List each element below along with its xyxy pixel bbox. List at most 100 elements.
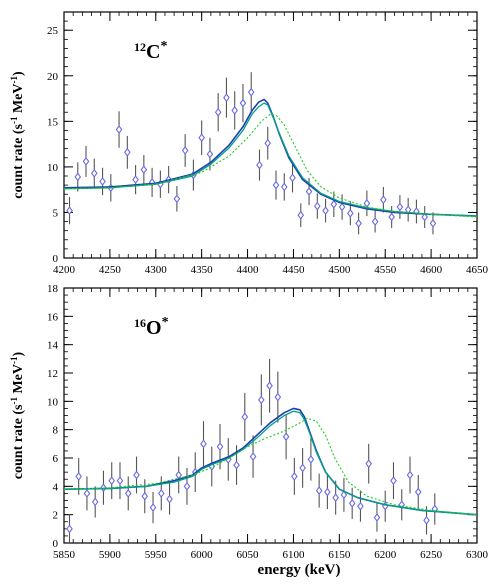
x-tick-label: 4550 (374, 264, 397, 276)
isotope-mass-number: 16 (134, 316, 146, 330)
x-tick-label: 4650 (466, 264, 489, 276)
fit-curve-0 (64, 98, 477, 217)
data-point (307, 454, 315, 464)
isotope-symbol: C (146, 41, 160, 63)
data-point (421, 212, 428, 222)
data-point (258, 395, 265, 405)
data-point (66, 206, 73, 216)
data-point (133, 470, 140, 480)
data-point (183, 481, 191, 491)
data-point (256, 160, 263, 170)
data-point (322, 206, 329, 216)
fit-curve-2 (64, 113, 477, 218)
fit-curve-1 (64, 410, 477, 516)
x-tick-label: 5950 (145, 549, 168, 561)
data-point (173, 194, 181, 204)
y-tick-label: 15 (47, 116, 59, 128)
data-point (91, 497, 99, 507)
data-point (141, 491, 149, 501)
data-point (340, 490, 348, 500)
data-point (396, 202, 404, 212)
data-point (74, 172, 82, 182)
data-point (373, 513, 381, 522)
data-point (166, 494, 173, 504)
y-axis-label-part: MeV (11, 83, 26, 116)
isotope-excited-star: * (162, 315, 169, 330)
data-point (124, 147, 131, 157)
data-point (291, 471, 298, 481)
data-point (100, 483, 107, 493)
x-tick-label: 6300 (466, 549, 489, 561)
data-point (200, 439, 207, 449)
data-point (388, 212, 395, 222)
data-point (365, 459, 372, 469)
data-point (239, 98, 247, 108)
y-tick-label: 4 (53, 481, 59, 493)
y-tick-label: 0 (53, 538, 59, 550)
y-tick-label: 25 (47, 25, 59, 37)
data-point (82, 156, 90, 166)
y-tick-label: 6 (53, 453, 59, 465)
data-point (282, 432, 290, 442)
y-tick-label: 10 (47, 396, 59, 408)
data-point (214, 107, 222, 117)
data-point (198, 133, 205, 143)
plot-frame (63, 287, 478, 544)
data-point (357, 501, 364, 511)
y-tick-label: 5 (53, 207, 59, 219)
y-tick-label: 8 (53, 425, 59, 437)
data-point (233, 460, 240, 470)
data-point (289, 173, 296, 183)
data-point (266, 381, 273, 391)
x-tick-label: 4300 (145, 264, 168, 276)
data-point (324, 487, 331, 497)
data-point (315, 486, 323, 496)
data-point (330, 199, 338, 209)
data-point (371, 217, 379, 226)
y-tick-label: 16 (47, 311, 59, 323)
data-point (347, 208, 354, 218)
data-point (423, 515, 430, 525)
data-point (115, 125, 123, 134)
data-point (299, 463, 306, 473)
data-points (66, 72, 437, 235)
y-axis-label-part: count rate (s (11, 123, 26, 198)
data-point (75, 471, 82, 481)
isotope-label: 16O* (134, 315, 169, 339)
data-point (124, 488, 132, 498)
data-point (241, 412, 249, 422)
x-tick-label: 6250 (420, 549, 443, 561)
x-tick-label: 5900 (99, 549, 122, 561)
y-axis-label: count rate (s-1 MeV-1) (9, 71, 26, 199)
data-point (348, 498, 356, 508)
x-tick-label: 6100 (282, 549, 305, 561)
fit-curves (64, 98, 477, 218)
fit-curve-1 (64, 102, 477, 217)
panel-carbon: 4200 4250 4300 4350 4400 4450 4500 4550 4600 4650… (9, 11, 489, 276)
isotope-symbol: O (146, 317, 162, 339)
data-point (380, 195, 387, 205)
data-point (297, 210, 305, 220)
isotope-label: 12C* (134, 39, 167, 63)
data-point (272, 180, 280, 190)
data-point (305, 187, 313, 196)
data-point (355, 218, 362, 228)
y-tick-label: 10 (47, 162, 59, 174)
y-axis-label-exponent: -1 (9, 397, 19, 405)
data-point (390, 476, 397, 486)
data-points (66, 358, 439, 543)
data-point (413, 207, 420, 216)
x-tick-label: 4600 (420, 264, 443, 276)
y-axis-label-part: ) (11, 351, 26, 356)
data-point (216, 442, 224, 452)
y-axis-label-part: MeV (11, 364, 26, 397)
x-tick-label: 5850 (53, 549, 76, 561)
y-tick-label: 2 (53, 510, 59, 522)
data-point (181, 146, 189, 155)
x-tick-label: 4350 (191, 264, 214, 276)
data-point (149, 503, 157, 513)
data-point (332, 493, 339, 503)
y-axis-label-exponent: -1 (9, 116, 19, 124)
data-point (314, 201, 321, 211)
